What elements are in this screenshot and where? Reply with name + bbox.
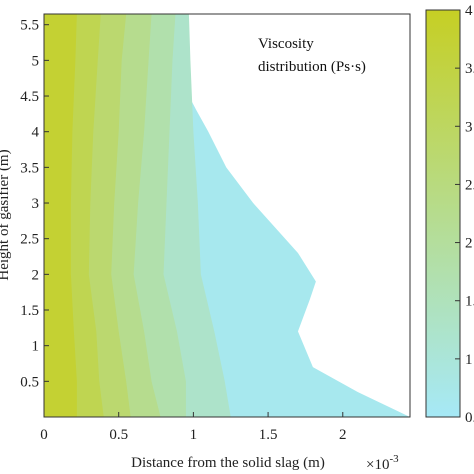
x-tick-label: 1.5 (259, 427, 278, 443)
y-tick-label: 3.5 (20, 160, 39, 176)
x-tick-label: 2 (339, 427, 347, 443)
colorbar-tick-label: 2 (465, 236, 473, 252)
colorbar-ticks: 0. 1 1. 2 2. 3 3. 4 (455, 3, 474, 426)
x-exponent-base: ×10 (366, 457, 389, 473)
y-tick-label: 4 (32, 125, 40, 141)
x-exponent-power: -3 (389, 453, 399, 465)
plot-frame (43, 13, 411, 418)
y-tick-label: 5.5 (20, 18, 39, 34)
x-tick-label: 0 (40, 427, 48, 443)
y-tick-label: 1.5 (20, 303, 39, 319)
y-tick-label: 2 (32, 267, 40, 283)
x-tick-label: 1 (190, 427, 198, 443)
colorbar-tick-label: 2. (465, 177, 474, 193)
colorbar-tick-label: 4 (465, 3, 473, 19)
colorbar-tick-label: 0. (465, 410, 474, 426)
x-axis-exponent: ×10-3 (366, 453, 399, 473)
y-axis-label: Height of gasifier (m) (0, 149, 12, 280)
colorbar-tick-label: 1. (465, 294, 474, 310)
y-tick-label: 5 (32, 53, 40, 69)
contour-band-6 (44, 14, 77, 417)
colorbar-tick-label: 3. (465, 61, 474, 77)
y-tick-label: 3 (32, 196, 40, 212)
colorbar-gradient (425, 9, 461, 418)
x-axis-ticks: 0 0.5 1 1.5 2 (40, 412, 347, 443)
colorbar-tick-label: 1 (465, 352, 473, 368)
annotation-line-2: distribution (Ps·s) (258, 59, 366, 75)
annotation-line-1: Viscosity (258, 36, 314, 52)
y-tick-label: 1 (32, 339, 40, 355)
y-tick-label: 0.5 (20, 374, 39, 390)
y-axis-ticks: 0.5 1 1.5 2 2.5 3 3.5 4 4.5 5 5.5 (20, 18, 49, 390)
y-tick-label: 4.5 (20, 89, 39, 105)
y-tick-label: 2.5 (20, 232, 39, 248)
contour-fills (44, 14, 410, 417)
colorbar-tick-label: 3 (465, 119, 473, 135)
x-axis-label: Distance from the solid slag (m) (131, 455, 325, 471)
x-tick-label: 0.5 (109, 427, 128, 443)
